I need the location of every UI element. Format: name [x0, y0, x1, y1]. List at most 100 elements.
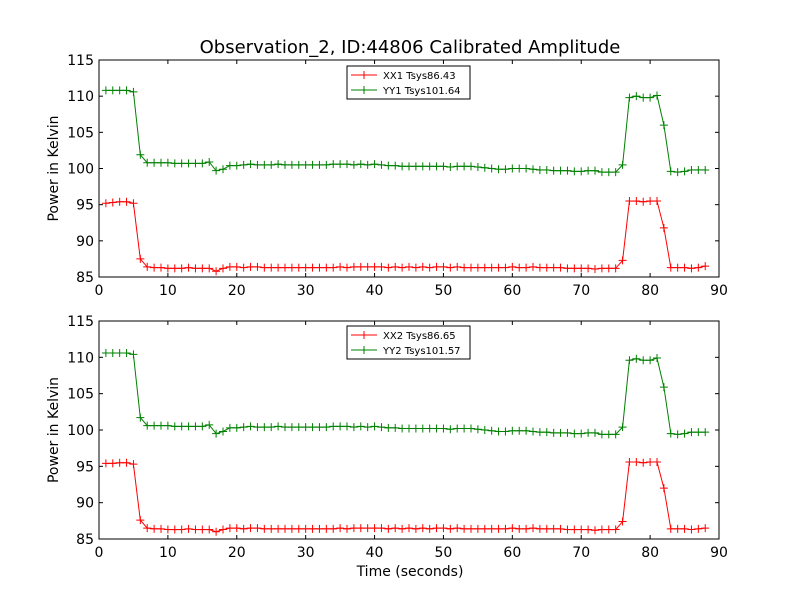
data-point: [680, 429, 689, 438]
y-tick-label: 100: [67, 162, 94, 178]
data-point: [666, 167, 675, 176]
data-point: [384, 263, 393, 272]
data-point: [625, 457, 634, 466]
data-point: [108, 198, 117, 207]
data-point: [549, 428, 558, 437]
data-point: [363, 160, 372, 169]
data-point: [659, 383, 668, 392]
data-point: [418, 524, 427, 533]
data-point: [205, 264, 214, 273]
data-point: [391, 262, 400, 271]
data-point: [219, 525, 227, 534]
y-tick-label: 110: [67, 89, 94, 105]
data-point: [260, 160, 269, 169]
x-tick-label: 40: [366, 283, 384, 299]
data-point: [225, 161, 234, 170]
data-point: [563, 264, 572, 273]
data-point: [122, 458, 131, 467]
data-point: [405, 162, 413, 171]
y-tick-label: 110: [67, 350, 94, 366]
data-point: [501, 524, 510, 533]
data-point: [639, 458, 648, 467]
data-point: [370, 524, 379, 533]
data-point: [349, 160, 358, 169]
data-point: [508, 164, 517, 173]
x-tick-label: 60: [503, 545, 521, 561]
data-point: [129, 87, 138, 96]
data-point: [322, 160, 331, 169]
data-point: [177, 264, 186, 273]
data-point: [639, 93, 648, 102]
x-tick-label: 70: [572, 545, 590, 561]
data-point: [467, 424, 475, 433]
data-point: [315, 524, 324, 533]
data-point: [260, 524, 269, 533]
legend-box: [346, 65, 471, 100]
data-point: [529, 262, 537, 271]
data-point: [370, 262, 379, 271]
data-point: [122, 86, 131, 95]
data-point: [405, 424, 413, 433]
data-point: [115, 197, 124, 206]
data-point: [542, 165, 551, 174]
data-point: [281, 423, 289, 432]
data-point: [308, 160, 317, 169]
data-point: [515, 524, 524, 533]
data-point: [535, 428, 544, 437]
data-point: [225, 262, 234, 271]
data-point: [625, 356, 634, 365]
data-point: [301, 160, 310, 169]
data-point: [405, 524, 413, 533]
data-point: [191, 264, 200, 273]
data-point: [694, 165, 703, 174]
data-point: [170, 422, 179, 431]
data-point: [632, 92, 641, 101]
data-point: [632, 197, 641, 206]
data-point: [294, 524, 303, 533]
data-point: [191, 159, 200, 168]
data-point: [432, 524, 441, 533]
data-point: [205, 420, 214, 429]
data-point: [198, 264, 207, 273]
data-point: [315, 263, 324, 272]
data-point: [377, 262, 386, 271]
data-point: [577, 167, 586, 176]
data-point: [239, 263, 248, 272]
data-point: [425, 263, 434, 272]
data-point: [625, 93, 634, 102]
data-point: [108, 459, 117, 468]
data-point: [480, 426, 489, 434]
data-point: [411, 263, 420, 272]
data-point: [336, 422, 345, 431]
data-point: [308, 263, 317, 272]
x-tick-label: 30: [297, 545, 315, 561]
data-point: [453, 162, 462, 171]
data-point: [549, 524, 558, 533]
data-point: [501, 263, 510, 272]
data-point: [184, 263, 193, 272]
data-point: [570, 167, 579, 176]
data-point: [411, 524, 420, 533]
data-point: [591, 526, 599, 535]
y-tick-label: 85: [76, 532, 94, 548]
data-point: [281, 160, 289, 169]
data-point: [363, 524, 372, 533]
data-point: [343, 160, 351, 169]
data-point: [494, 524, 503, 533]
data-point: [391, 524, 400, 533]
data-point: [177, 159, 186, 168]
data-point: [535, 263, 544, 272]
data-point: [219, 264, 227, 273]
y-tick-label: 115: [67, 53, 94, 69]
data-point: [294, 263, 303, 272]
data-point: [398, 263, 407, 272]
data-point: [281, 524, 289, 533]
data-point: [439, 162, 448, 171]
x-tick-label: 80: [641, 545, 659, 561]
x-tick-label: 20: [228, 283, 246, 299]
data-point: [680, 524, 689, 533]
x-tick-label: 90: [710, 545, 728, 561]
data-point: [177, 525, 186, 534]
data-point: [391, 161, 400, 170]
data-point: [646, 457, 655, 466]
